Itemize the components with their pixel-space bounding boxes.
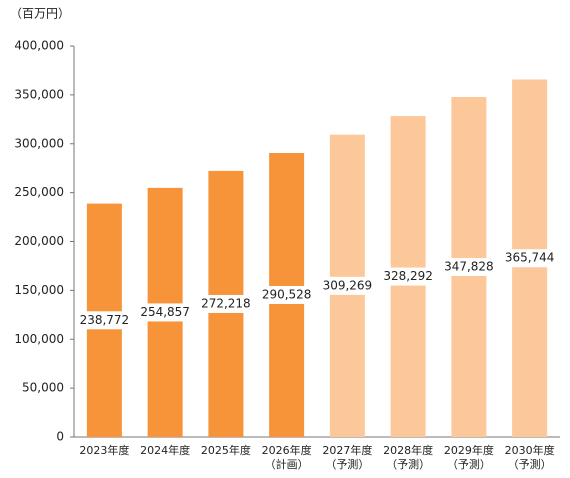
value-label-bg bbox=[77, 311, 132, 330]
x-tick-label: 2028年度 bbox=[383, 443, 433, 457]
x-tick-note: （予測） bbox=[386, 457, 430, 471]
value-label-bg bbox=[441, 257, 496, 276]
value-label-bg bbox=[502, 249, 557, 268]
value-label-bg bbox=[198, 294, 253, 313]
x-tick-label: 2023年度 bbox=[79, 443, 129, 457]
value-label: 272,218 bbox=[201, 296, 251, 310]
y-tick-label: 350,000 bbox=[14, 87, 64, 101]
x-tick-label: 2029年度 bbox=[444, 443, 494, 457]
value-label: 290,528 bbox=[262, 288, 312, 302]
y-tick-label: 150,000 bbox=[14, 283, 64, 297]
value-label-bg bbox=[138, 303, 193, 322]
y-tick-label: 200,000 bbox=[14, 234, 64, 248]
x-tick-label: 2026年度 bbox=[262, 443, 312, 457]
x-tick-note: （計画） bbox=[265, 457, 309, 471]
x-tick-label: 2027年度 bbox=[322, 443, 372, 457]
x-tick-label: 2030年度 bbox=[505, 443, 555, 457]
x-tick-note: （予測） bbox=[325, 457, 369, 471]
y-tick-label: 50,000 bbox=[22, 381, 64, 395]
value-label: 347,828 bbox=[444, 259, 494, 273]
x-tick-label: 2025年度 bbox=[201, 443, 251, 457]
value-label-bg bbox=[259, 286, 314, 305]
value-label: 238,772 bbox=[80, 313, 130, 327]
x-tick-note: （予測） bbox=[508, 457, 552, 471]
value-label: 328,292 bbox=[383, 269, 433, 283]
y-axis-label: （百万円） bbox=[10, 7, 70, 21]
y-tick-label: 100,000 bbox=[14, 332, 64, 346]
value-label: 309,269 bbox=[323, 278, 373, 292]
value-label-bg bbox=[381, 267, 436, 286]
y-tick-label: 250,000 bbox=[14, 185, 64, 199]
y-tick-label: 400,000 bbox=[14, 39, 64, 53]
value-label: 254,857 bbox=[140, 305, 190, 319]
x-tick-label: 2024年度 bbox=[140, 443, 190, 457]
value-label-bg bbox=[320, 276, 375, 295]
x-tick-note: （予測） bbox=[447, 457, 491, 471]
y-tick-label: 0 bbox=[56, 430, 64, 444]
y-tick-label: 300,000 bbox=[14, 136, 64, 150]
value-label: 365,744 bbox=[505, 251, 555, 265]
